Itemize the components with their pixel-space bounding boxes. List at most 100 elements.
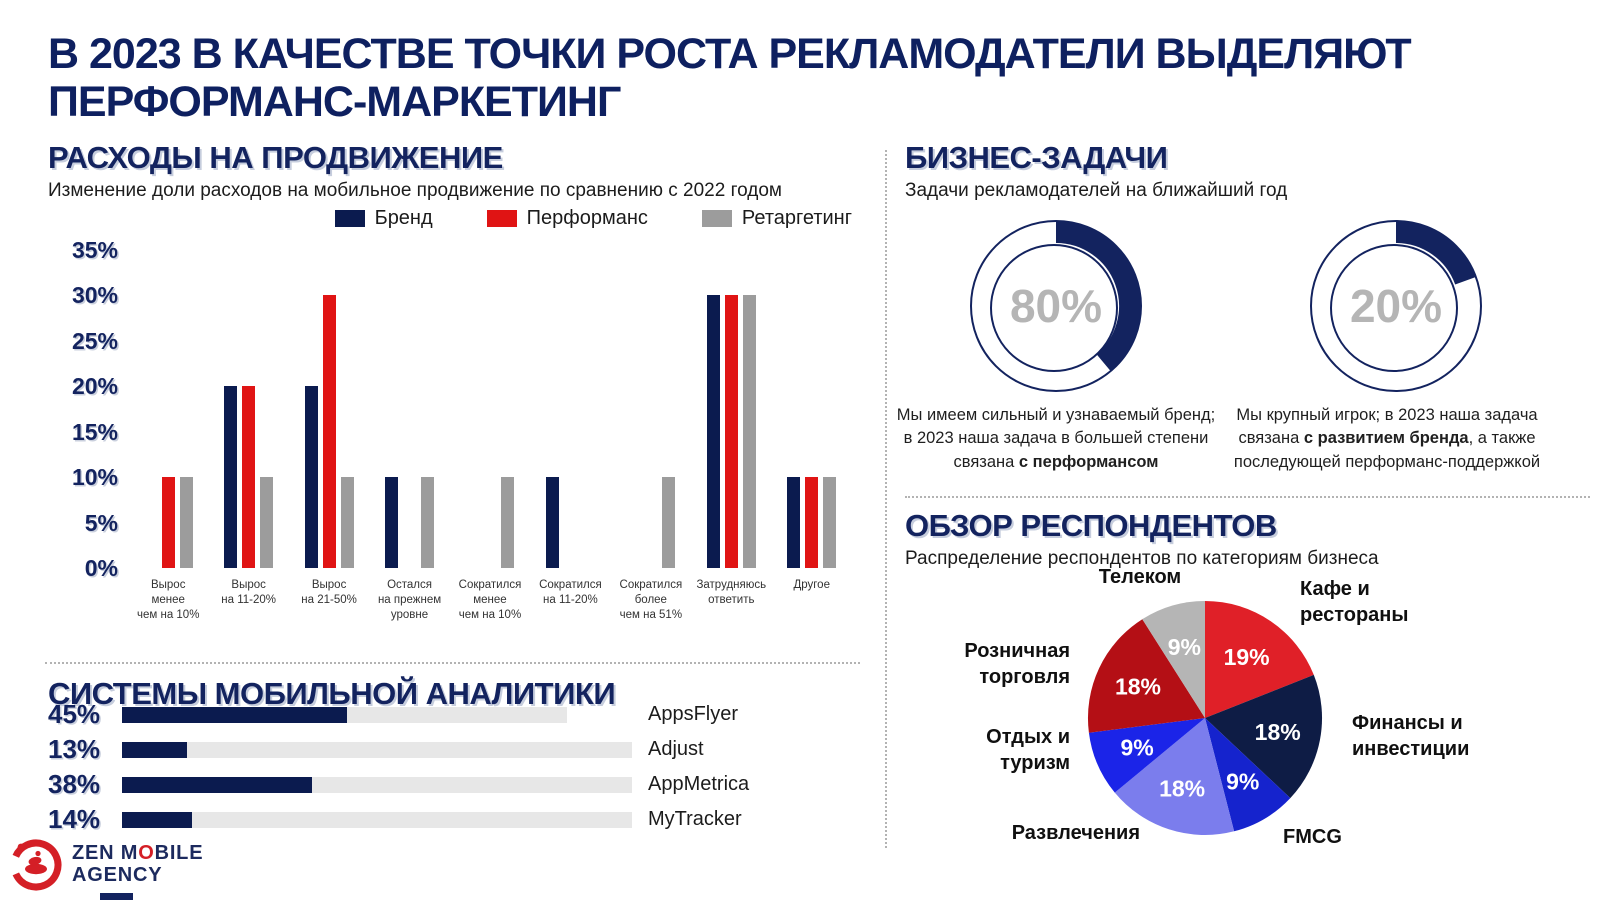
category-label: Другое xyxy=(793,579,830,591)
pie-value-label: 18% xyxy=(1255,719,1301,745)
spend-section-header: РАСХОДЫ НА ПРОДВИЖЕНИЕ xyxy=(48,140,503,175)
legend-label: Бренд xyxy=(374,207,433,229)
logo-line1: ZEN MOBILE xyxy=(72,841,204,864)
right-horizontal-divider xyxy=(905,496,1590,498)
respondents-section-subtitle: Распределение респондентов по категориям… xyxy=(905,548,1379,569)
y-tick-label: 25% xyxy=(71,327,118,354)
pie-value-label: 18% xyxy=(1159,775,1205,801)
legend-swatch xyxy=(334,210,365,227)
hbar-value-label: 38% xyxy=(48,769,101,799)
donut-80: 80% xyxy=(966,216,1146,396)
hbar-fill xyxy=(122,776,312,793)
bar-group xyxy=(450,250,530,568)
hbar-fill xyxy=(122,811,192,828)
donut-caption-1: Мы имеем сильный и узнаваемый бренд; в 2… xyxy=(896,406,1216,471)
spend-cat-labels: Вырос менее чем на 10% Вырос на 11-20% Выр… xyxy=(128,578,852,623)
respondents-section-header: ОБЗОР РЕСПОНДЕНТОВ xyxy=(905,508,1277,543)
legend-swatch xyxy=(701,210,732,227)
hbar-track xyxy=(122,776,632,793)
pie-value-label: 9% xyxy=(1226,769,1259,795)
bar-triplet xyxy=(224,250,274,568)
bar-Ретаргетинг xyxy=(179,477,193,568)
y-tick-label: 20% xyxy=(71,373,118,400)
hbar-category-label: AppsFlyer xyxy=(648,703,739,725)
pie-slice-FMCG xyxy=(1205,718,1291,832)
bar-triplet xyxy=(706,250,756,568)
pie-chart: 19% 18% 9% 18% 9% 18% 9% xyxy=(1087,600,1323,836)
goals-section-subtitle: Задачи рекламодателей на ближайший год xyxy=(905,180,1288,201)
pie-slice-Розничная торговля xyxy=(1087,619,1205,733)
hbar-row: 38% AppMetrica xyxy=(48,769,838,799)
bar-triplet xyxy=(385,250,435,568)
legend-label: Перформанс xyxy=(526,207,648,229)
bar-group xyxy=(772,250,852,568)
hbar-row: 14% MyTracker xyxy=(48,804,838,834)
bar-triplet xyxy=(304,250,354,568)
bar-Ретаргетинг xyxy=(823,477,837,568)
hbar-track xyxy=(122,741,632,758)
category-label: Затрудняюсь ответить xyxy=(696,579,767,606)
bar-triplet xyxy=(465,250,515,568)
hbar-category-label: AppMetrica xyxy=(648,773,750,795)
hbar-category-label: Adjust xyxy=(648,738,704,760)
category-label: Остался на прежнем уровне xyxy=(377,579,442,621)
analytics-bars: 45% AppsFlyer 13% Adjust 38% AppMetrica 14% MyT… xyxy=(48,699,838,846)
category-label: Вырос менее чем на 10% xyxy=(136,579,200,621)
bar-group xyxy=(530,250,610,568)
y-tick-label: 15% xyxy=(71,418,118,445)
donut-arc xyxy=(1395,221,1476,285)
bar-Ретаргетинг xyxy=(340,477,354,568)
bar-Ретаргетинг xyxy=(260,477,274,568)
zen-enso-icon xyxy=(10,839,62,891)
pie-label-retail: Розничная торговля xyxy=(964,640,1070,688)
bar-group xyxy=(289,250,369,568)
y-tick-label: 5% xyxy=(84,509,118,536)
pie-svg: 19%18%9%18%9%18%9% xyxy=(1087,601,1323,835)
bar-Перформанс xyxy=(724,295,738,568)
bar-triplet xyxy=(144,250,193,568)
bar-Бренд xyxy=(385,477,399,568)
vertical-divider xyxy=(885,150,887,848)
pie-slice-Развлечения xyxy=(1114,718,1235,835)
hbar-value-label: 14% xyxy=(48,804,101,834)
bar-group xyxy=(691,250,771,568)
bar-Ретаргетинг xyxy=(421,477,435,568)
category-label: Вырос на 11-20% xyxy=(221,579,277,606)
donut-arc xyxy=(1055,221,1142,372)
pie-label-fmcg: FMCG xyxy=(1283,826,1342,848)
bar-group xyxy=(128,250,208,568)
donut-20-svg: 20% xyxy=(1310,220,1482,392)
category-label: Сократился менее чем на 10% xyxy=(458,579,522,621)
pie-label-entertainment: Развлечения xyxy=(1011,822,1140,844)
pie-slice-Финансы и инвестиции xyxy=(1205,674,1323,799)
donut-80-svg: 80% xyxy=(970,220,1142,392)
pie-label-cafe: Кафе и рестораны xyxy=(1300,578,1409,626)
pie-label-finance: Финансы и инвестиции xyxy=(1352,712,1470,760)
bar-triplet xyxy=(626,250,676,568)
bar-Бренд xyxy=(787,477,801,568)
donut-center-value: 20% xyxy=(1350,280,1442,332)
analytics-section-header: СИСТЕМЫ МОБИЛЬНОЙ АНАЛИТИКИ xyxy=(48,676,616,711)
donut-20: 20% xyxy=(1306,216,1486,396)
bar-Бренд xyxy=(304,386,318,568)
hbar-value-label: 13% xyxy=(48,734,101,764)
bar-Бренд xyxy=(545,477,559,568)
hbar-fill xyxy=(122,741,187,758)
bar-Перформанс xyxy=(805,477,819,568)
legend-item: Перформанс xyxy=(486,207,648,230)
bar-group xyxy=(208,250,288,568)
bar-Ретаргетинг xyxy=(742,295,756,568)
hbar-track xyxy=(122,811,632,828)
spend-bar-groups xyxy=(128,250,852,568)
pie-label-telecom: Телеком xyxy=(1098,566,1182,588)
pie-slice-Отдых и туризм xyxy=(1088,718,1205,793)
y-tick-label: 35% xyxy=(71,237,118,263)
bar-group xyxy=(611,250,691,568)
y-tick-label: 10% xyxy=(71,464,118,491)
y-tick-label: 30% xyxy=(71,282,118,309)
category-label: Сократился на 11-20% xyxy=(539,579,602,606)
hbar-track xyxy=(122,706,567,723)
pie-label-rest: Отдых и туризм xyxy=(986,726,1070,774)
bar-Ретаргетинг xyxy=(662,477,676,568)
